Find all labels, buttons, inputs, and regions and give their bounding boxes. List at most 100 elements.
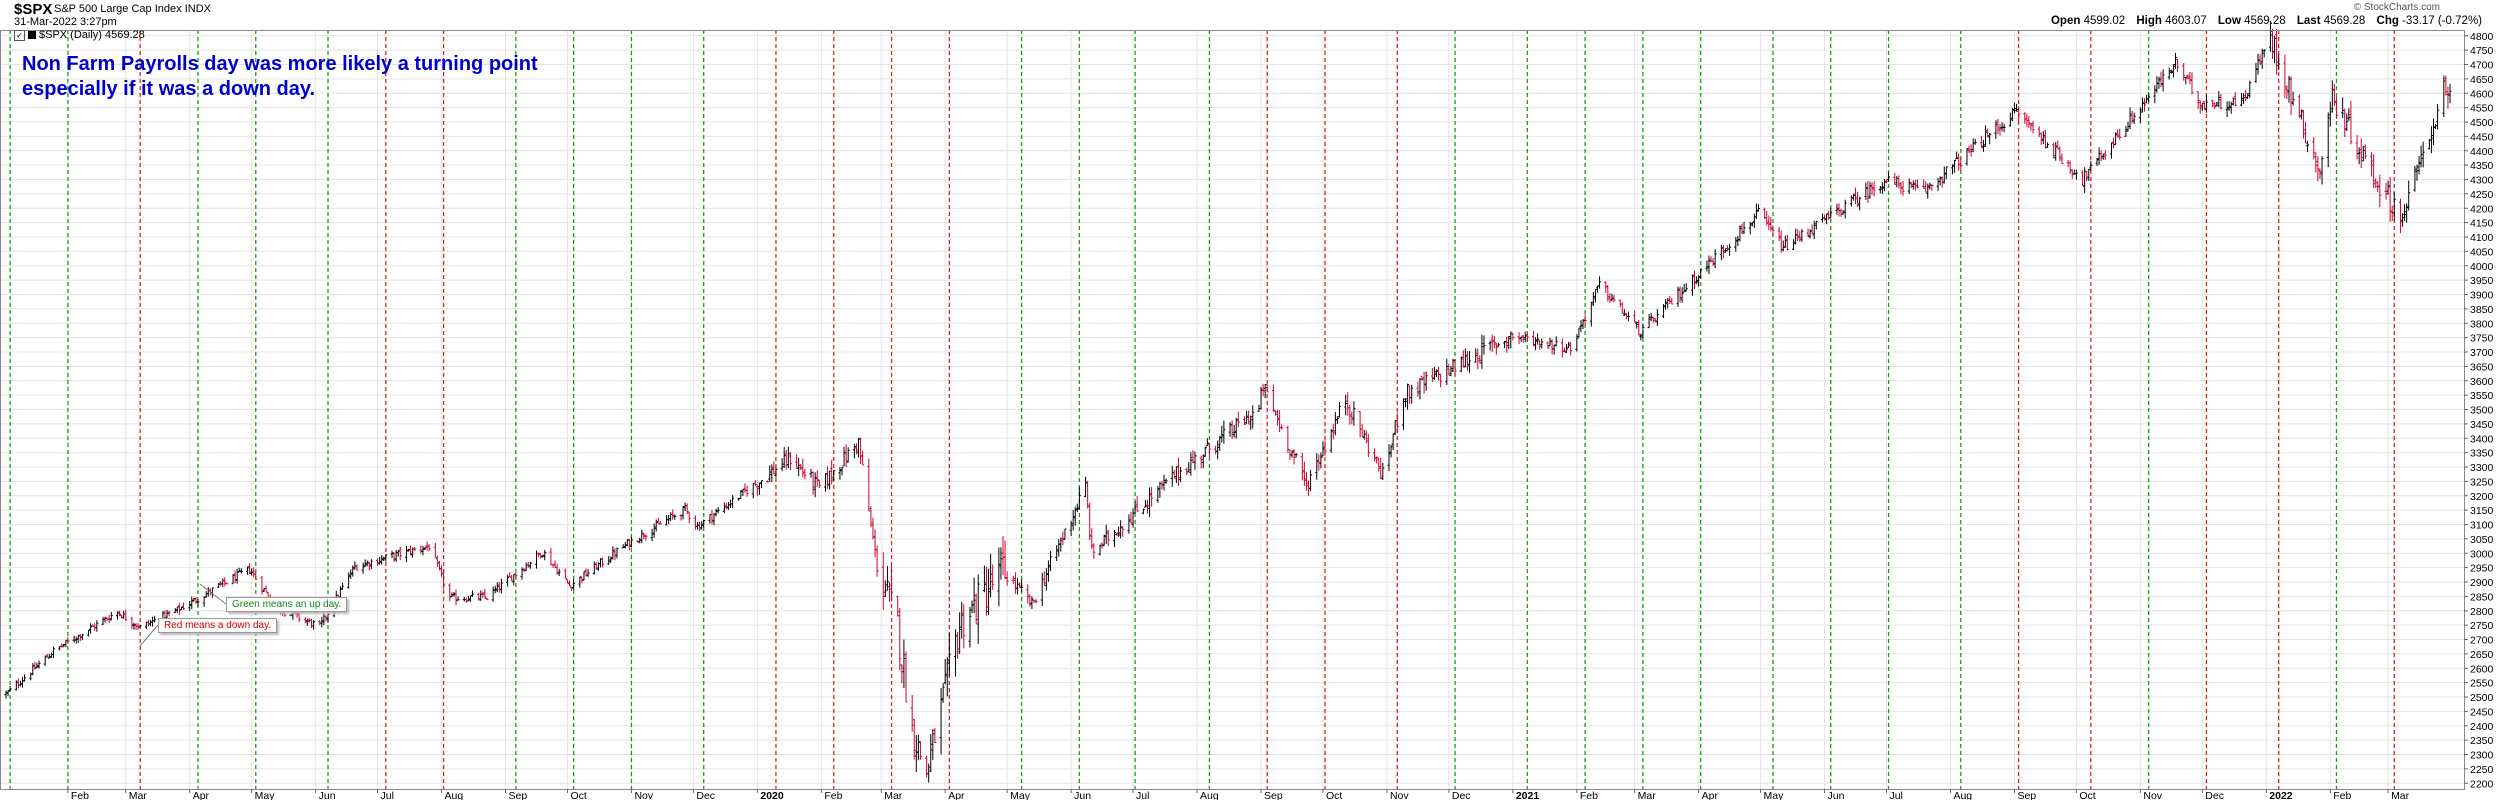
ohlc-bar — [1216, 440, 1220, 460]
ohlc-bar — [1707, 255, 1711, 275]
ohlc-bar — [2060, 153, 2064, 165]
ohlc-bar — [2068, 160, 2072, 175]
ohlc-bar — [2039, 132, 2043, 145]
ohlc-bar — [2431, 118, 2435, 146]
ohlc-bar — [2275, 28, 2279, 75]
ohlc-bar — [1810, 224, 1814, 235]
ohlc-bar — [2304, 121, 2308, 144]
y-tick-label: 3300 — [2470, 462, 2494, 474]
ohlc-bar — [1329, 429, 1333, 453]
ohlc-bar — [1013, 572, 1017, 594]
ohlc-bar — [1389, 444, 1393, 458]
ohlc-bar — [1077, 486, 1081, 510]
ohlc-bar — [2328, 102, 2332, 127]
y-tick-label: 3950 — [2470, 275, 2494, 287]
ohlc-bar — [138, 624, 142, 628]
ohlc-bar — [871, 517, 875, 540]
ohlc-bar — [1723, 248, 1727, 253]
ohlc-bar — [826, 466, 830, 489]
ohlc-bar — [355, 564, 359, 571]
open-label: Open — [2050, 15, 2081, 27]
ohlc-bar — [640, 529, 644, 544]
ohlc-bar — [896, 595, 900, 617]
ohlc-bar — [1439, 373, 1443, 388]
ohlc-bar — [118, 610, 122, 617]
x-tick-label: Nov — [634, 790, 653, 800]
ohlc-bar — [1938, 176, 1942, 186]
ohlc-bar — [607, 555, 611, 565]
nfp-lines — [9, 30, 2395, 789]
low-value: 4569.28 — [2244, 15, 2286, 27]
ohlc-bar — [74, 636, 78, 644]
ohlc-bar — [1690, 274, 1694, 296]
ohlc-bar — [2442, 75, 2446, 118]
ohlc-bar — [1915, 179, 1919, 189]
ohlc-bar — [580, 576, 584, 584]
ohlc-bar — [78, 634, 82, 642]
ohlc-bar — [788, 451, 792, 471]
ohlc-bar — [413, 546, 417, 552]
ohlc-bar — [555, 563, 559, 575]
ohlc-bar — [2401, 213, 2405, 227]
ohlc-bar — [1519, 336, 1523, 342]
ohlc-bar — [264, 585, 268, 593]
ohlc-bar — [1750, 222, 1754, 227]
ohlc-bar — [231, 574, 235, 585]
y-tick-label: 3750 — [2470, 333, 2494, 345]
ohlc-bar — [1117, 526, 1121, 537]
ohlc-bar — [2147, 92, 2151, 102]
symbol-fullname: S&P 500 Large Cap Index — [54, 3, 182, 15]
ohlc-bar — [638, 537, 642, 544]
ohlc-bar — [1366, 434, 1370, 458]
ohlc-bar — [2010, 107, 2014, 122]
ohlc-bar — [2132, 112, 2136, 124]
ohlc-bar — [2388, 176, 2392, 222]
ohlc-bar — [568, 580, 572, 587]
ohlc-bar — [565, 579, 569, 584]
quote-readout: Open 4599.02 High 4603.07 Low 4569.28 La… — [2043, 15, 2482, 27]
ohlc-bar — [1418, 378, 1422, 400]
ohlc-bar — [1234, 417, 1238, 439]
ohlc-bar — [1635, 321, 1639, 329]
legend-toggle-checkbox[interactable]: ✓ — [14, 29, 25, 41]
ohlc-bar — [1401, 398, 1405, 431]
ohlc-bar — [1230, 420, 1234, 440]
ohlc-bar — [1930, 183, 1934, 191]
ohlc-bar — [1713, 249, 1717, 269]
ohlc-bar — [817, 479, 821, 489]
ohlc-bar — [2407, 180, 2411, 211]
ohlc-bar — [830, 459, 834, 485]
ohlc-bar — [35, 662, 39, 668]
ohlc-bar — [1162, 474, 1166, 491]
ohlc-bar — [2159, 71, 2163, 88]
ohlc-bar — [1127, 514, 1131, 534]
ohlc-bar — [943, 659, 947, 685]
ohlc-bar — [1071, 510, 1075, 531]
high-label: High — [2136, 15, 2162, 27]
ohlc-bar — [1265, 383, 1269, 393]
ohlc-bar — [1465, 351, 1469, 371]
ohlc-bar — [1104, 524, 1108, 544]
ohlc-bar — [2229, 101, 2233, 114]
ohlc-bar — [1337, 402, 1341, 418]
ohlc-bar — [615, 547, 619, 559]
ohlc-bar — [89, 623, 93, 634]
ohlc-bar — [297, 612, 301, 623]
ohlc-bar — [716, 507, 720, 514]
ohlc-bar — [1899, 181, 1903, 195]
y-tick-label: 2350 — [2470, 735, 2494, 747]
ohlc-bar — [2378, 174, 2382, 208]
ohlc-bar — [2318, 168, 2322, 179]
ohlc-bar — [887, 582, 891, 602]
ohlc-bar — [1507, 335, 1511, 350]
ohlc-bar — [1897, 175, 1901, 189]
ohlc-bar — [1205, 438, 1209, 447]
ohlc-bar — [1973, 138, 1977, 145]
ohlc-bar — [609, 556, 613, 563]
ohlc-bar — [797, 457, 801, 477]
ohlc-bar — [481, 591, 485, 598]
ohlc-bar — [1798, 230, 1802, 242]
ohlc-bar — [246, 566, 250, 575]
ohlc-bar — [1422, 371, 1426, 394]
ohlc-bar — [2052, 142, 2056, 159]
